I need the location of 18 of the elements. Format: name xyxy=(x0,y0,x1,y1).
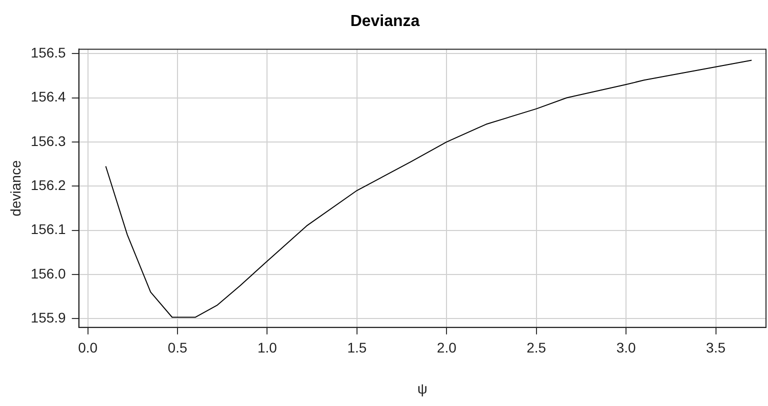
y-axis-title: deviance xyxy=(7,160,24,216)
y-tick-label: 156.3 xyxy=(30,132,66,149)
x-axis-title: ψ xyxy=(417,380,428,396)
x-tick-label: 2.5 xyxy=(526,340,546,356)
x-tick-label: 2.0 xyxy=(436,340,457,356)
y-tick-label: 156.2 xyxy=(30,176,66,193)
y-tick-label: 156.5 xyxy=(30,44,66,60)
x-tick-label: 0.0 xyxy=(78,340,98,356)
x-tick-label: 3.5 xyxy=(706,340,726,356)
y-tick-label: 156.4 xyxy=(30,88,66,105)
x-tick-label: 3.0 xyxy=(616,340,636,356)
y-tick-label: 156.0 xyxy=(30,265,66,282)
y-tick-label: 155.9 xyxy=(30,309,66,326)
x-tick-label: 0.5 xyxy=(168,340,188,356)
y-tick-label: 156.1 xyxy=(30,221,66,238)
x-tick-label: 1.5 xyxy=(347,340,367,356)
chart-title: Devianza xyxy=(350,13,420,30)
x-tick-label: 1.0 xyxy=(257,340,278,356)
